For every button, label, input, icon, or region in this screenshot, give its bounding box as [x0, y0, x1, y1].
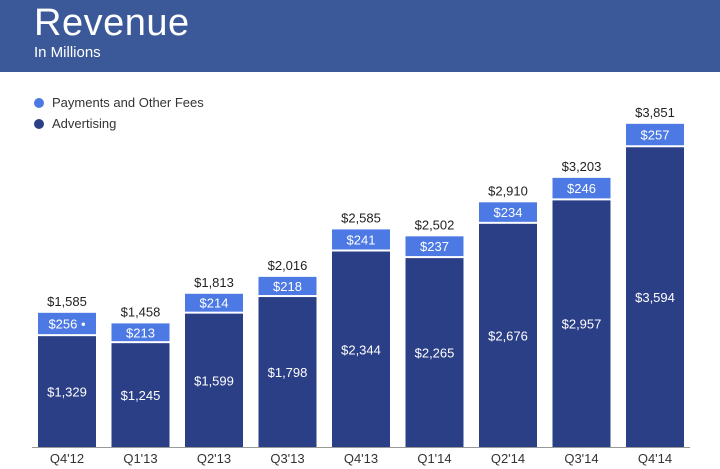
bar-payments [479, 202, 537, 222]
bar-payments [626, 123, 684, 146]
bar-label-payments: $218 [273, 279, 302, 294]
bar-label-advertising: $2,344 [341, 342, 381, 357]
bar-label-advertising: $2,265 [415, 346, 455, 361]
bar-label-payments: $234 [494, 205, 523, 220]
x-tick-label: Q2'13 [197, 451, 231, 466]
chart-header: Revenue In Millions [0, 0, 720, 72]
bar-total-label: $1,813 [194, 275, 234, 290]
bar-label-advertising: $3,594 [635, 290, 675, 305]
bar-advertising [405, 258, 464, 447]
bar-total-label: $2,585 [341, 210, 381, 225]
bar-payments [552, 177, 611, 199]
bar-label-payments: $214 [200, 296, 229, 311]
bar-advertising [111, 343, 170, 447]
bar-total-label: $1,585 [47, 294, 87, 309]
bar-total-label: $1,458 [121, 304, 161, 319]
legend-swatch-advertising [34, 118, 44, 129]
bar-advertising [479, 223, 537, 447]
bar-payments [258, 276, 317, 296]
bar-label-advertising: $2,957 [562, 317, 602, 332]
chart-title: Revenue [34, 2, 190, 44]
legend-label-advertising: Advertising [52, 116, 117, 131]
bar-label-payments: $213 [126, 325, 155, 340]
x-tick-label: Q4'14 [638, 451, 672, 466]
x-tick-label: Q2'14 [491, 451, 525, 466]
bar-label-advertising: $1,798 [268, 365, 308, 380]
legend-label-payments: Payments and Other Fees [52, 95, 204, 110]
bar-payments [38, 312, 96, 335]
bar-total-label: $2,910 [488, 183, 528, 198]
legend-item-payments: Payments and Other Fees [34, 92, 204, 113]
x-tick-label: Q4'13 [344, 451, 378, 466]
x-tick-label: Q3'13 [270, 451, 304, 466]
bar-advertising [185, 313, 243, 447]
bar-label-payments: $256 • [48, 316, 86, 331]
bar-payments [111, 323, 170, 342]
bar-advertising [552, 200, 611, 447]
bar-payments [185, 293, 243, 312]
bar-total-label: $2,502 [415, 217, 455, 232]
chart-subtitle: In Millions [34, 44, 101, 61]
bar-total-label: $2,016 [268, 258, 308, 273]
bar-payments [332, 229, 390, 250]
bar-payments [405, 236, 464, 257]
bar-label-payments: $237 [420, 239, 449, 254]
bar-advertising [332, 251, 390, 447]
bar-total-label: $3,851 [635, 105, 675, 120]
bar-advertising [626, 147, 684, 447]
bar-label-payments: $246 [567, 181, 596, 196]
legend-swatch-payments [34, 97, 44, 108]
legend-item-advertising: Advertising [34, 113, 204, 134]
bar-advertising [38, 336, 96, 447]
bar-label-advertising: $1,329 [47, 385, 87, 400]
bar-label-advertising: $1,599 [194, 373, 234, 388]
bar-advertising [258, 297, 317, 447]
bar-total-label: $3,203 [562, 159, 602, 174]
bar-label-payments: $241 [347, 232, 376, 247]
chart-legend: Payments and Other Fees Advertising [34, 92, 204, 134]
bar-label-advertising: $2,676 [488, 328, 528, 343]
x-tick-label: Q4'12 [50, 451, 84, 466]
bar-label-payments: $257 [641, 128, 670, 143]
x-tick-label: Q1'13 [123, 451, 157, 466]
x-tick-label: Q1'14 [417, 451, 451, 466]
x-tick-label: Q3'14 [564, 451, 598, 466]
bar-label-advertising: $1,245 [121, 388, 161, 403]
